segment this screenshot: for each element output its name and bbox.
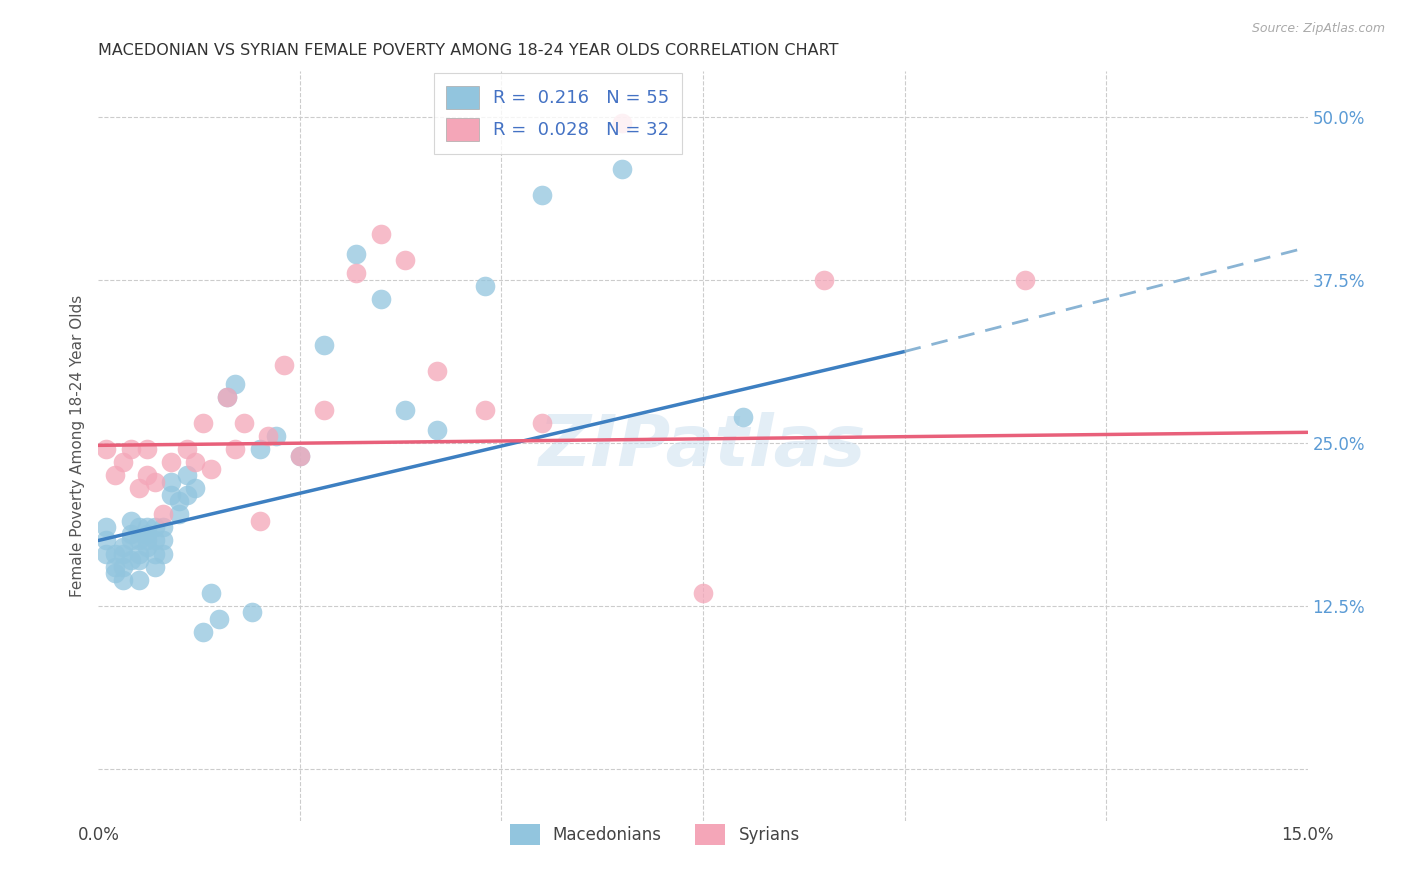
Point bbox=[370, 227, 392, 242]
Text: Source: ZipAtlas.com: Source: ZipAtlas.com bbox=[1251, 22, 1385, 36]
Point bbox=[426, 423, 449, 437]
Point bbox=[143, 520, 166, 534]
Point bbox=[530, 188, 553, 202]
Point bbox=[314, 338, 336, 352]
Point bbox=[288, 449, 311, 463]
Point bbox=[193, 416, 215, 430]
Point bbox=[120, 527, 142, 541]
Point bbox=[184, 481, 207, 495]
Point bbox=[273, 358, 295, 372]
Point bbox=[135, 442, 157, 457]
Point bbox=[314, 403, 336, 417]
Point bbox=[143, 475, 166, 489]
Point bbox=[128, 547, 150, 561]
Point bbox=[288, 449, 311, 463]
Point bbox=[96, 520, 118, 534]
Point bbox=[530, 416, 553, 430]
Point bbox=[135, 533, 157, 548]
Point bbox=[370, 293, 392, 307]
Point bbox=[96, 533, 118, 548]
Point bbox=[217, 390, 239, 404]
Point bbox=[176, 468, 198, 483]
Point bbox=[152, 520, 174, 534]
Point bbox=[128, 481, 150, 495]
Point bbox=[111, 455, 134, 469]
Point bbox=[160, 488, 183, 502]
Point bbox=[120, 533, 142, 548]
Point bbox=[143, 533, 166, 548]
Point bbox=[167, 508, 190, 522]
Point bbox=[143, 547, 166, 561]
Point bbox=[128, 553, 150, 567]
Point bbox=[111, 540, 134, 554]
Point bbox=[128, 533, 150, 548]
Point bbox=[135, 527, 157, 541]
Point bbox=[167, 494, 190, 508]
Point bbox=[232, 416, 254, 430]
Point bbox=[249, 442, 271, 457]
Point bbox=[96, 547, 118, 561]
Point bbox=[193, 624, 215, 639]
Y-axis label: Female Poverty Among 18-24 Year Olds: Female Poverty Among 18-24 Year Olds bbox=[69, 295, 84, 597]
Point bbox=[344, 266, 367, 280]
Point bbox=[176, 488, 198, 502]
Point bbox=[224, 442, 246, 457]
Point bbox=[111, 559, 134, 574]
Point bbox=[160, 475, 183, 489]
Point bbox=[135, 540, 157, 554]
Point bbox=[120, 514, 142, 528]
Point bbox=[394, 253, 416, 268]
Point bbox=[111, 547, 134, 561]
Point bbox=[96, 442, 118, 457]
Point bbox=[111, 573, 134, 587]
Point bbox=[135, 468, 157, 483]
Point bbox=[103, 566, 125, 580]
Point bbox=[394, 403, 416, 417]
Point bbox=[612, 162, 634, 177]
Point bbox=[160, 455, 183, 469]
Point bbox=[692, 585, 714, 599]
Point bbox=[176, 442, 198, 457]
Point bbox=[208, 612, 231, 626]
Point bbox=[128, 520, 150, 534]
Point bbox=[152, 547, 174, 561]
Point bbox=[152, 533, 174, 548]
Point bbox=[264, 429, 287, 443]
Text: MACEDONIAN VS SYRIAN FEMALE POVERTY AMONG 18-24 YEAR OLDS CORRELATION CHART: MACEDONIAN VS SYRIAN FEMALE POVERTY AMON… bbox=[98, 43, 839, 58]
Point bbox=[135, 520, 157, 534]
Point bbox=[120, 442, 142, 457]
Point bbox=[474, 279, 496, 293]
Point bbox=[612, 116, 634, 130]
Point bbox=[426, 364, 449, 378]
Point bbox=[224, 377, 246, 392]
Point bbox=[474, 403, 496, 417]
Point bbox=[217, 390, 239, 404]
Point bbox=[240, 605, 263, 619]
Point bbox=[184, 455, 207, 469]
Point bbox=[344, 247, 367, 261]
Point bbox=[813, 273, 835, 287]
Point bbox=[103, 559, 125, 574]
Legend: Macedonians, Syrians: Macedonians, Syrians bbox=[501, 815, 808, 854]
Point bbox=[200, 462, 222, 476]
Point bbox=[1014, 273, 1036, 287]
Point bbox=[249, 514, 271, 528]
Point bbox=[143, 559, 166, 574]
Point bbox=[128, 573, 150, 587]
Point bbox=[256, 429, 278, 443]
Point bbox=[120, 553, 142, 567]
Point bbox=[103, 547, 125, 561]
Point bbox=[200, 585, 222, 599]
Point bbox=[733, 409, 755, 424]
Text: ZIPatlas: ZIPatlas bbox=[540, 411, 866, 481]
Point bbox=[103, 468, 125, 483]
Point bbox=[152, 508, 174, 522]
